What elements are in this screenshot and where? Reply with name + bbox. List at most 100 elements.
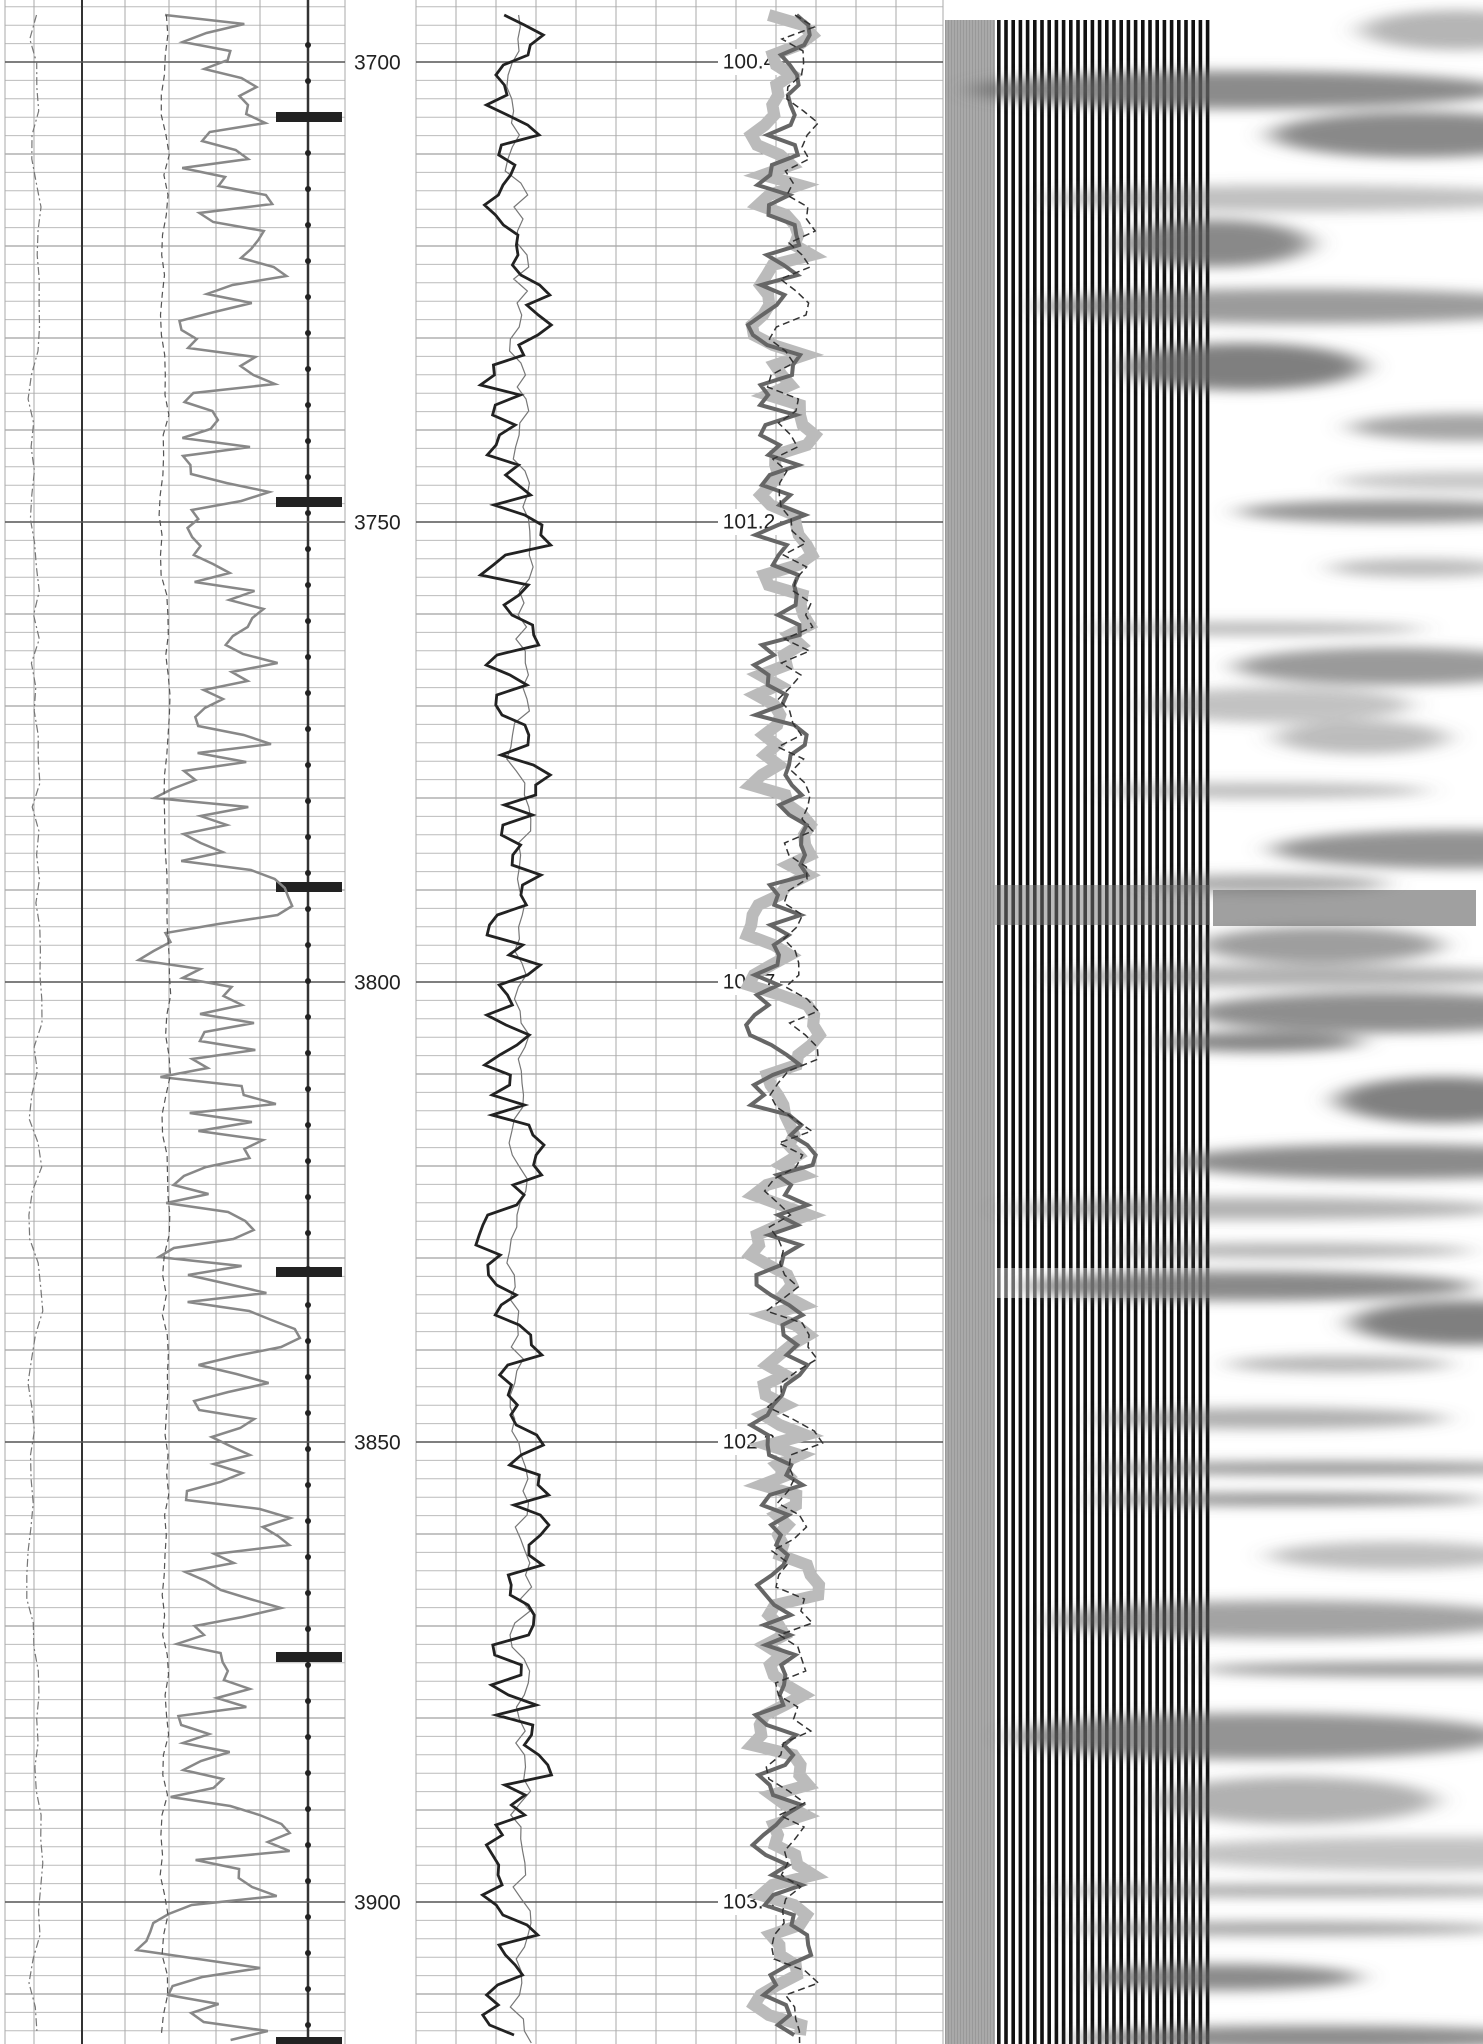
image-band	[1044, 965, 1483, 988]
stripe	[1133, 20, 1138, 2044]
image-band	[1153, 1836, 1483, 1872]
curve-thin	[504, 14, 534, 2044]
stripe	[1162, 20, 1167, 2044]
stripe	[1148, 20, 1152, 2044]
image-band	[1274, 720, 1449, 755]
depth-dot	[305, 762, 311, 768]
depth-dot	[305, 582, 311, 588]
depth-dot	[305, 366, 311, 372]
depth-label: 3800	[354, 972, 401, 995]
stripe	[1119, 20, 1123, 2044]
depth-dot	[305, 618, 311, 624]
depth-dot	[305, 942, 311, 948]
stripe	[1011, 20, 1015, 2044]
image-band	[1237, 499, 1483, 524]
image-band	[1158, 1031, 1363, 1053]
depth-label: 3700	[354, 52, 401, 75]
depth-dot	[305, 1446, 311, 1452]
depth-dot	[305, 1734, 311, 1740]
image-band	[1349, 413, 1483, 442]
depth-dot	[305, 1842, 311, 1848]
depth-dot	[305, 1338, 311, 1344]
stripe	[1040, 20, 1044, 2044]
depth-dot	[305, 438, 311, 444]
depth-dot	[305, 330, 311, 336]
stripe	[1061, 20, 1066, 2044]
image-band	[1336, 470, 1483, 491]
depth-dot	[305, 1986, 311, 1992]
depth-marker	[276, 1267, 342, 1277]
depth-dot	[305, 1410, 311, 1416]
grey-band	[945, 20, 995, 2044]
depth-dot	[305, 1770, 311, 1776]
image-band	[1061, 1921, 1483, 1936]
depth-dot	[305, 906, 311, 912]
image-band	[1098, 782, 1430, 799]
depth-marker	[276, 2037, 342, 2044]
depth-dot	[305, 834, 311, 840]
depth-dot	[305, 1194, 311, 1200]
depth-dot	[305, 42, 311, 48]
depth-dot	[305, 1230, 311, 1236]
depth-dot	[305, 1302, 311, 1308]
depth-dot	[305, 186, 311, 192]
curve-dash2	[763, 14, 824, 2044]
image-band	[1085, 1963, 1361, 1991]
image-band	[1040, 1884, 1483, 1897]
image-band	[1271, 829, 1483, 869]
depth-dot	[305, 1122, 311, 1128]
stripe	[1126, 20, 1131, 2044]
depth-dot	[305, 978, 311, 984]
depth-dot	[305, 1482, 311, 1488]
depth-dot	[305, 1626, 311, 1632]
stripe	[1083, 20, 1087, 2044]
depth-label: 3750	[354, 512, 401, 535]
depth-dot	[305, 726, 311, 732]
depth-dot	[305, 1158, 311, 1164]
stripe	[1205, 20, 1210, 2044]
stripe	[1054, 20, 1059, 2044]
stripe	[1177, 20, 1181, 2044]
depth-label: 3850	[354, 1432, 401, 1455]
curve-dark	[474, 13, 554, 2037]
image-band	[1035, 288, 1483, 324]
stripe-break	[995, 885, 1210, 925]
stripe	[1090, 20, 1095, 2044]
image-band	[1071, 2025, 1483, 2044]
depth-marker	[276, 882, 342, 892]
depth-dot	[305, 1374, 311, 1380]
depth-dot	[305, 294, 311, 300]
depth-dot	[305, 1698, 311, 1704]
depth-dot	[305, 1950, 311, 1956]
image-band	[1091, 1407, 1448, 1430]
stripe	[1097, 20, 1102, 2044]
depth-dot	[305, 1878, 311, 1884]
image-band	[1047, 1600, 1483, 1639]
image-band	[1336, 1076, 1483, 1124]
image-band	[1270, 111, 1483, 158]
stripe	[1069, 20, 1073, 2044]
depth-dot	[305, 1266, 311, 1272]
stripe	[1025, 20, 1030, 2044]
depth-dot	[305, 690, 311, 696]
stripe	[1105, 20, 1109, 2044]
image-dark-band	[1213, 890, 1476, 926]
stripe	[1018, 20, 1023, 2044]
stripe	[1184, 20, 1188, 2044]
depth-dot	[305, 1050, 311, 1056]
depth-dot	[305, 1914, 311, 1920]
depth-dot	[305, 1518, 311, 1524]
annotation-label: 101.2	[723, 511, 776, 534]
image-band	[1199, 926, 1443, 964]
image-band	[1174, 1144, 1483, 1180]
image-band	[970, 70, 1483, 109]
image-band	[1350, 1300, 1483, 1345]
image-band	[1189, 992, 1483, 1033]
image-band	[1040, 184, 1483, 212]
stripe	[1033, 20, 1037, 2044]
curve-dashdot	[26, 14, 44, 2032]
depth-dot	[305, 150, 311, 156]
depth-dot	[305, 1590, 311, 1596]
depth-dot	[305, 1086, 311, 1092]
image-bands	[970, 10, 1483, 2044]
